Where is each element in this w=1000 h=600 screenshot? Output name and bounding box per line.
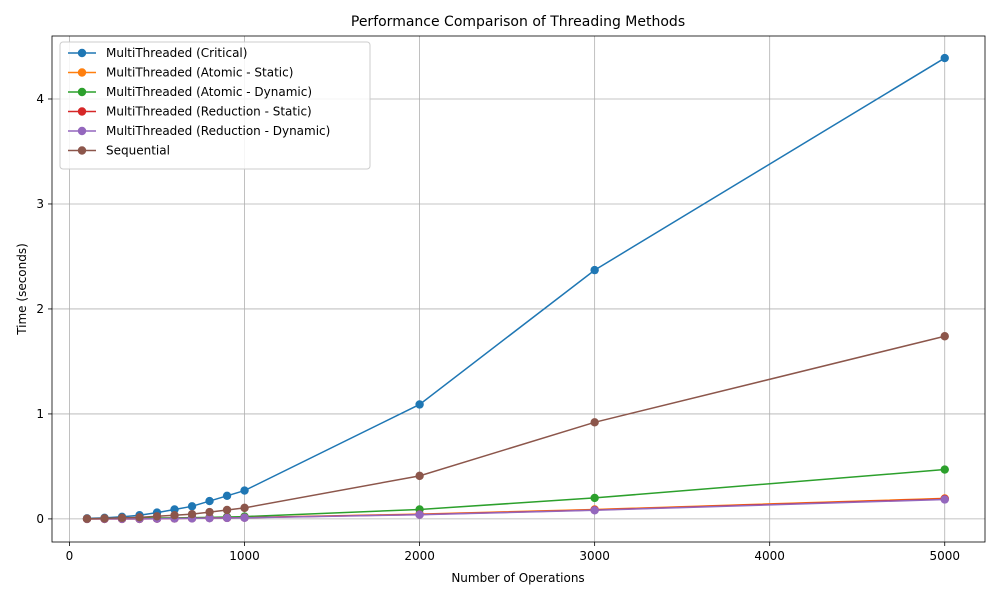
chart-title: Performance Comparison of Threading Meth… (351, 14, 685, 30)
legend-marker (77, 48, 87, 58)
legend-marker (77, 146, 87, 155)
x-tick-label: 4000 (754, 549, 785, 563)
legend-label: MultiThreaded (Reduction - Static) (106, 105, 312, 119)
legend-label: MultiThreaded (Atomic - Static) (106, 66, 293, 80)
data-point (205, 507, 214, 517)
data-point (590, 493, 599, 503)
data-point (222, 491, 232, 501)
x-tick-label: 3000 (579, 549, 610, 563)
data-point (415, 471, 424, 481)
data-point (940, 465, 949, 474)
data-point (590, 418, 599, 427)
y-tick-label: 0 (36, 512, 44, 526)
data-point (205, 496, 214, 506)
data-point (187, 502, 197, 511)
plot-area: 0 1000 2000 3000 4000 5000 0 1 2 3 4 (36, 35, 986, 563)
data-point (117, 513, 127, 523)
data-point (415, 510, 424, 519)
data-point (590, 506, 599, 515)
legend-label: MultiThreaded (Critical) (106, 46, 247, 60)
data-point (240, 486, 249, 495)
y-tick-label: 3 (36, 197, 44, 211)
data-point (100, 514, 109, 523)
data-point (170, 511, 179, 520)
x-tick-label: 2000 (404, 549, 435, 563)
legend-marker (77, 107, 87, 116)
axes-frame (51, 35, 986, 543)
data-point (240, 513, 249, 522)
data-point (205, 513, 214, 523)
data-point (940, 332, 949, 341)
x-tick-label: 1000 (229, 549, 260, 563)
data-point (170, 505, 179, 514)
data-point (187, 509, 197, 519)
legend-label: Sequential (106, 144, 170, 158)
y-tick-label: 1 (36, 407, 44, 421)
data-point (135, 513, 144, 522)
data-point (940, 495, 949, 504)
legend: MultiThreaded (Critical) MultiThreaded (A… (59, 41, 371, 170)
x-axis-title: Number of Operations (451, 571, 584, 585)
y-tick-label: 4 (36, 92, 44, 106)
data-point (222, 513, 232, 523)
x-tick-label: 5000 (929, 549, 960, 563)
data-point (152, 512, 162, 521)
y-tick-label: 2 (36, 302, 44, 316)
legend-label: MultiThreaded (Reduction - Dynamic) (106, 124, 330, 138)
legend-marker (77, 68, 87, 77)
legend-box (59, 41, 371, 170)
y-axis-title: Time (seconds) (15, 243, 29, 336)
data-point (415, 400, 424, 409)
data-point (222, 505, 232, 515)
data-point (590, 265, 599, 275)
data-point (82, 514, 92, 523)
data-point (940, 53, 949, 63)
legend-marker (77, 87, 87, 97)
x-tick-label: 0 (66, 549, 74, 563)
data-point (240, 503, 249, 513)
legend-label: MultiThreaded (Atomic - Dynamic) (106, 85, 312, 99)
legend-marker (77, 126, 87, 136)
